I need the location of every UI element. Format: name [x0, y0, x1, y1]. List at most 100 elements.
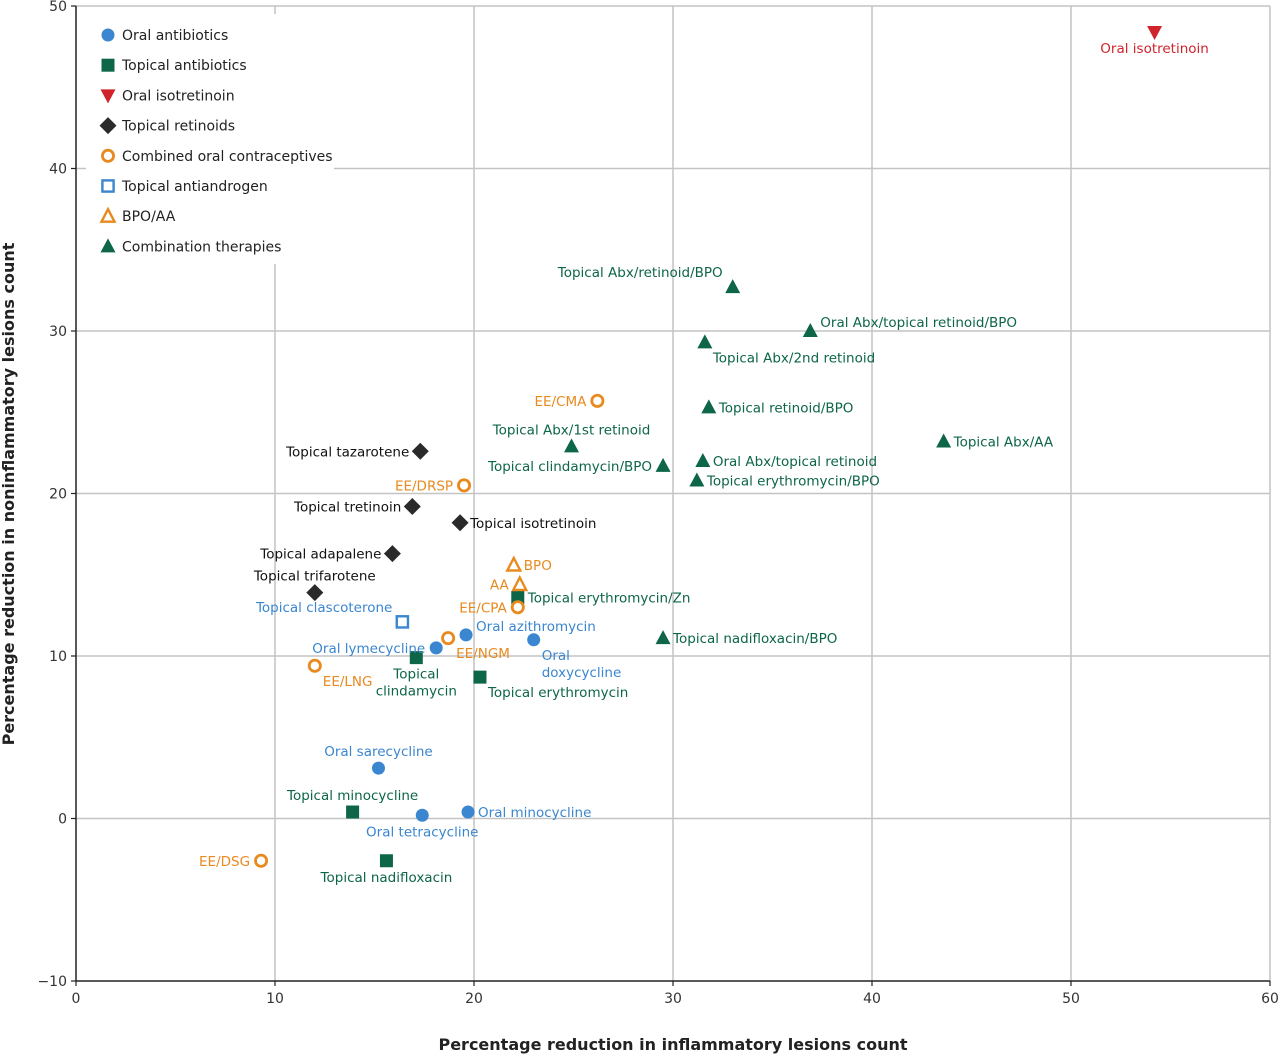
point-label-topical-clindamycin-bpo: Topical clindamycin/BPO: [487, 459, 652, 475]
x-tick-label: 60: [1261, 991, 1279, 1007]
y-axis-title: Percentage reduction in noninflammatory …: [0, 242, 18, 745]
point-label-line: EE/DSG: [199, 854, 250, 870]
point-label-line: Topical Abx/AA: [953, 435, 1054, 451]
legend-background: [86, 14, 334, 264]
point-label-line: Topical erythromycin/BPO: [706, 474, 880, 490]
point-oral-lymecycline: [429, 641, 443, 655]
point-oral-isotretinoin: [1147, 26, 1163, 40]
point-label-line: Topical retinoid/BPO: [718, 400, 854, 416]
point-label-topical-clindamycin: Topical clindamycin: [376, 667, 457, 700]
x-tick-label: 30: [664, 991, 682, 1007]
legend-marker-topical-antiandrogen: [101, 179, 115, 193]
point-label-line: Topical minocycline: [286, 788, 418, 804]
data-points: [254, 26, 1163, 868]
point-label-bpo: BPO: [524, 558, 552, 574]
point-topical-retinoid-bpo: [701, 399, 717, 414]
point-label-topical-minocycline: Topical minocycline: [286, 788, 418, 804]
point-label-line: clindamycin: [376, 684, 457, 700]
tick-labels: 0 10 20 30 40 50 60 −10 0 10 20 30 40 50: [37, 0, 1278, 1007]
legend-label-combination-therapies: Combination therapies: [122, 239, 281, 255]
point-ee-ngm: [441, 631, 456, 646]
y-tick-label: 30: [49, 324, 67, 340]
point-oral-sarecycline: [371, 761, 385, 775]
point-label-topical-adapalene: Topical adapalene: [259, 547, 381, 563]
y-tick-label: 50: [49, 0, 67, 15]
legend-label-oral-antibiotics: Oral antibiotics: [122, 28, 228, 44]
legend-marker-bpo-aa: [99, 206, 117, 223]
point-label-aa: AA: [490, 578, 510, 594]
point-label-oral-lymecycline: Oral lymecycline: [312, 641, 425, 657]
point-label-line: Topical Abx/2nd retinoid: [712, 350, 875, 366]
point-label-oral-sarecycline: Oral sarecycline: [324, 744, 433, 760]
point-topical-clindamycin: [409, 651, 423, 665]
point-oral-doxycycline: [527, 633, 541, 647]
point-label-line: Topical tazarotene: [285, 444, 409, 460]
legend-label-combined-oral-contraceptives: Combined oral contraceptives: [122, 149, 333, 165]
point-label-line: Topical Abx/1st retinoid: [492, 422, 651, 438]
point-oral-abx-topical-retinoid: [695, 453, 711, 467]
point-label-line: Topical erythromycin/Zn: [527, 591, 691, 607]
point-label-ee-lng: EE/LNG: [323, 674, 373, 690]
point-label-line: Oral Abx/topical retinoid/BPO: [820, 315, 1017, 331]
point-label-line: Topical trifarotene: [253, 569, 376, 585]
point-label-oral-azithromycin: Oral azithromycin: [476, 619, 596, 635]
point-label-topical-nadifloxacin: Topical nadifloxacin: [320, 870, 453, 886]
x-axis-title: Percentage reduction in inflammatory les…: [438, 1035, 907, 1054]
point-label-ee-dsg: EE/DSG: [199, 854, 250, 870]
point-label-topical-tazarotene: Topical tazarotene: [285, 444, 409, 460]
point-label-line: Oral Abx/topical retinoid: [713, 454, 877, 470]
point-label-line: EE/CPA: [459, 600, 507, 616]
point-topical-abx-1st-retinoid: [564, 438, 580, 453]
x-tick-label: 40: [863, 991, 881, 1007]
point-label-line: Topical nadifloxacin: [320, 870, 453, 886]
point-label-oral-tetracycline: Oral tetracycline: [366, 824, 478, 840]
x-tick-label: 0: [72, 991, 81, 1007]
point-labels: Oral doxycycline Oral azithromycin Oral lym…: [199, 41, 1209, 886]
point-oral-abx-topical-retinoid-bpo: [802, 323, 818, 337]
point-label-oral-abx-topical-retinoid-bpo: Oral Abx/topical retinoid/BPO: [820, 315, 1017, 331]
point-topical-nadifloxacin: [379, 854, 393, 868]
point-label-line: BPO: [524, 558, 552, 574]
point-label-line: EE/DRSP: [395, 478, 453, 494]
point-label-line: Oral sarecycline: [324, 744, 433, 760]
point-label-line: Topical clascoterone: [255, 600, 392, 616]
legend-label-oral-isotretinoin: Oral isotretinoin: [122, 88, 235, 104]
point-topical-isotretinoin: [451, 514, 469, 532]
legend-marker-oral-isotretinoin: [100, 89, 116, 104]
legend-label-topical-antiandrogen: Topical antiandrogen: [121, 179, 268, 195]
point-label-line: Topical clindamycin/BPO: [487, 459, 652, 475]
point-topical-trifarotene: [306, 584, 324, 602]
point-label-topical-abx-retinoid-bpo: Topical Abx/retinoid/BPO: [557, 265, 723, 281]
legend: Oral antibiotics Topical antibiotics Oral …: [86, 14, 334, 264]
point-label-line: Oral azithromycin: [476, 619, 596, 635]
point-label-line: Topical erythromycin: [487, 685, 628, 701]
point-topical-erythromycin-bpo: [689, 472, 705, 487]
point-label-line: Topical isotretinoin: [469, 516, 596, 532]
point-label-topical-isotretinoin: Topical isotretinoin: [469, 516, 596, 532]
point-topical-erythromycin-zn: [511, 591, 525, 604]
point-label-line: AA: [490, 578, 510, 594]
point-topical-erythromycin: [473, 670, 487, 684]
x-tick-label: 20: [465, 991, 483, 1007]
point-label-oral-abx-topical-retinoid: Oral Abx/topical retinoid: [713, 454, 877, 470]
point-ee-cpa: [510, 600, 525, 615]
legend-marker-combined-oral-contraceptives: [101, 148, 116, 163]
legend-label-topical-retinoids: Topical retinoids: [121, 119, 235, 135]
point-ee-drsp: [457, 478, 472, 493]
y-tick-label: 20: [49, 487, 67, 503]
point-aa: [511, 574, 529, 592]
y-tick-label: 40: [49, 162, 67, 178]
point-label-topical-abx-1st-retinoid: Topical Abx/1st retinoid: [492, 422, 651, 438]
y-tick-label: 0: [58, 812, 67, 828]
y-tick-label: 10: [49, 649, 67, 665]
point-label-line: Topical: [392, 667, 439, 683]
point-label-oral-doxycycline: Oral doxycycline: [542, 648, 622, 681]
point-bpo: [505, 555, 523, 572]
point-topical-tretinoin: [403, 498, 421, 515]
legend-label-topical-antibiotics: Topical antibiotics: [121, 58, 247, 74]
point-label-topical-nadifloxacin-bpo: Topical nadifloxacin/BPO: [672, 631, 837, 647]
legend-marker-oral-antibiotics: [101, 28, 115, 42]
point-label-ee-drsp: EE/DRSP: [395, 478, 453, 494]
legend-marker-topical-antibiotics: [101, 58, 115, 72]
